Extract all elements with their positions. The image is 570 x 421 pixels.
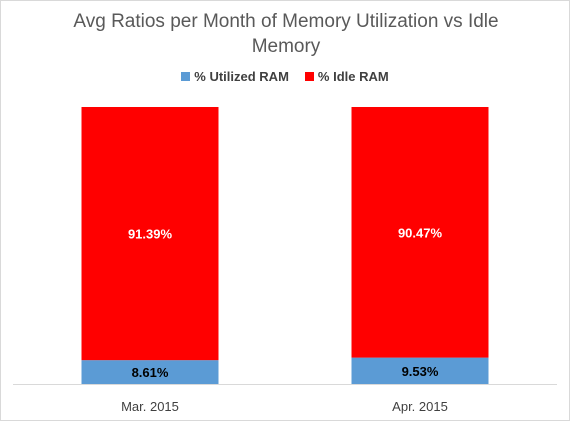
legend: % Utilized RAM % Idle RAM: [1, 69, 569, 84]
data-label-idle-1: 91.39%: [128, 227, 173, 242]
bar-idle-2: [351, 107, 489, 358]
bar-idle-1: [81, 107, 219, 361]
data-label-utilized-2: 9.53%: [402, 364, 439, 379]
legend-item-utilized: % Utilized RAM: [181, 69, 289, 84]
bar-utilized-2: [351, 357, 489, 384]
legend-swatch-utilized: [181, 72, 191, 81]
legend-label-utilized: % Utilized RAM: [194, 69, 289, 84]
data-label-utilized-1: 8.61%: [132, 365, 169, 380]
legend-item-idle: % Idle RAM: [304, 69, 389, 84]
x-tick-label-1: Mar. 2015: [121, 399, 179, 414]
legend-label-idle: % Idle RAM: [317, 69, 389, 84]
bar-utilized-1: [81, 360, 219, 384]
data-label-idle-2: 90.47%: [398, 225, 443, 240]
chart-title: Avg Ratios per Month of Memory Utilizati…: [73, 11, 499, 57]
x-tick-label-2: Apr. 2015: [392, 399, 448, 414]
legend-swatch-idle: [304, 72, 314, 81]
